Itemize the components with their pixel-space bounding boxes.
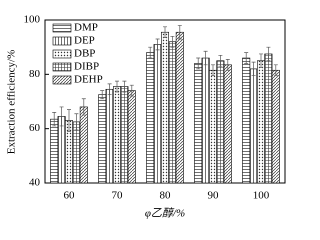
y-axis-label: Extraction efficiency/% xyxy=(6,50,18,155)
x-tick-label: 100 xyxy=(253,190,270,202)
legend-swatch xyxy=(52,75,72,85)
legend-label: DIBP xyxy=(74,61,99,73)
bar xyxy=(175,31,184,184)
error-bar xyxy=(67,109,71,132)
bar xyxy=(72,121,81,184)
legend-label: DEP xyxy=(74,35,95,47)
bar xyxy=(127,90,136,184)
bar xyxy=(168,41,177,184)
error-bar xyxy=(52,112,57,127)
bar xyxy=(216,60,225,184)
legend-swatch xyxy=(52,23,72,33)
error-bar xyxy=(163,26,167,39)
x-axis-label: φ乙醇/% xyxy=(145,207,185,220)
error-bar xyxy=(177,25,182,40)
bar xyxy=(264,53,273,184)
bar xyxy=(146,52,155,184)
legend-swatch xyxy=(52,62,72,72)
bar xyxy=(79,106,88,184)
y-tick-label: 40 xyxy=(29,177,41,189)
error-bar xyxy=(59,106,64,127)
legend-swatch xyxy=(52,36,72,46)
error-bar xyxy=(170,35,175,48)
error-bar xyxy=(100,90,105,100)
y-tick-label: 100 xyxy=(24,14,41,26)
bar xyxy=(256,60,265,184)
bar xyxy=(113,86,122,184)
legend-swatch xyxy=(52,49,72,59)
bar xyxy=(57,116,66,184)
error-bar xyxy=(259,53,263,68)
error-bar xyxy=(273,64,278,77)
error-bar xyxy=(129,84,134,97)
error-bar xyxy=(266,46,271,62)
legend-label: DEHP xyxy=(74,74,103,86)
x-tick-label: 90 xyxy=(208,190,220,202)
bar xyxy=(50,118,59,184)
error-bar xyxy=(74,113,79,131)
y-tick-label: 60 xyxy=(29,122,41,134)
chart: Extraction efficiency/% φ乙醇/% 40 60 80 100 6… xyxy=(6,14,286,220)
x-tick-label: 80 xyxy=(160,190,172,202)
legend-label: DBP xyxy=(74,48,95,60)
bar xyxy=(105,88,114,184)
error-bar xyxy=(107,83,112,96)
bar xyxy=(242,57,251,184)
bar xyxy=(249,68,258,184)
bar xyxy=(223,64,232,184)
error-bar xyxy=(148,46,153,59)
bar xyxy=(153,44,162,184)
error-bar xyxy=(251,61,256,77)
error-bar xyxy=(196,57,201,70)
error-bar xyxy=(225,59,230,71)
x-tick-label: 70 xyxy=(112,190,124,202)
bar xyxy=(194,63,203,184)
error-bar xyxy=(211,64,215,77)
error-bar xyxy=(218,54,223,67)
bar xyxy=(209,69,218,184)
error-bar xyxy=(122,80,127,93)
bar xyxy=(201,57,210,184)
bar xyxy=(98,94,107,184)
bar xyxy=(271,69,280,184)
error-bar xyxy=(244,52,249,64)
error-bar xyxy=(203,50,208,66)
legend-label: DMP xyxy=(74,22,98,34)
error-bar xyxy=(115,80,119,93)
error-bar xyxy=(81,98,86,116)
error-bar xyxy=(155,38,160,51)
bar xyxy=(161,31,170,184)
y-tick-label: 80 xyxy=(29,68,41,80)
bar xyxy=(120,86,129,184)
x-tick-label: 60 xyxy=(64,190,76,202)
